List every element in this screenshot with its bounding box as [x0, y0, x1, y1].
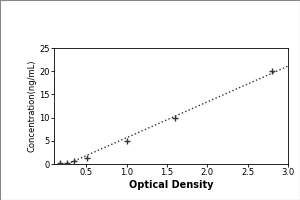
- Y-axis label: Concentration(ng/mL): Concentration(ng/mL): [28, 60, 37, 152]
- X-axis label: Optical Density: Optical Density: [129, 180, 213, 190]
